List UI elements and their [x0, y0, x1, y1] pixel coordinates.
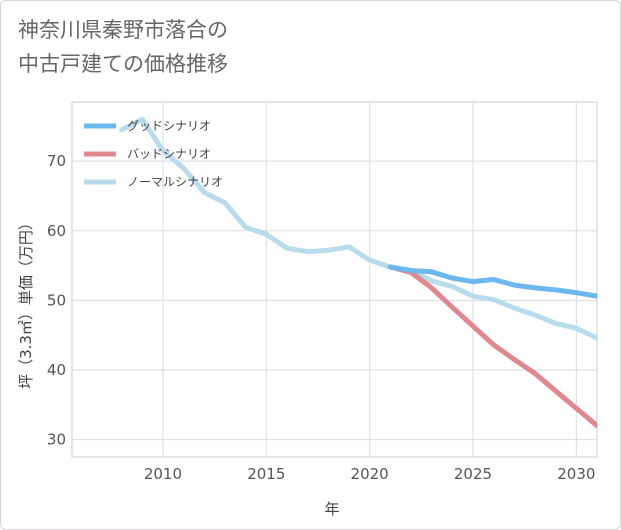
x-tick-label-2020: 2020 [351, 465, 389, 483]
y-tick-label-70: 70 [47, 152, 66, 170]
x-tick-label-2015: 2015 [247, 465, 285, 483]
y-tick-label-30: 30 [47, 431, 66, 449]
x-axis-ticks: 2010 2015 2020 2025 2030 [144, 465, 596, 483]
legend-label: ノーマルシナリオ [127, 175, 223, 189]
chart-title-line-2: 中古戸建ての価格推移 [18, 52, 228, 76]
x-tick-label-2030: 2030 [557, 465, 595, 483]
legend-item-normal: ノーマルシナリオ [84, 175, 223, 189]
legend-item-good: グッドシナリオ [84, 119, 211, 133]
good-scenario-line [387, 264, 597, 299]
y-tick-label-50: 50 [47, 291, 66, 309]
series-lines [119, 116, 597, 429]
x-axis-label: 年 [324, 500, 339, 518]
x-tick-label-2025: 2025 [454, 465, 492, 483]
y-tick-label-60: 60 [47, 222, 66, 240]
x-tick-label-2010: 2010 [144, 465, 182, 483]
legend-label: グッドシナリオ [127, 119, 211, 133]
y-axis-ticks: 30 40 50 60 70 [47, 152, 66, 448]
y-tick-label-40: 40 [47, 361, 66, 379]
y-axis-label: 坪（3.3㎡）単価（万円） [17, 215, 35, 389]
bad-scenario-line [387, 264, 597, 429]
legend-item-bad: バッドシナリオ [84, 147, 211, 161]
chart-title: 神奈川県秦野市落合の 中古戸建ての価格推移 [18, 13, 228, 81]
legend-label: バッドシナリオ [127, 147, 211, 161]
chart-title-line-1: 神奈川県秦野市落合の [18, 18, 228, 42]
normal-scenario-line [119, 116, 597, 341]
